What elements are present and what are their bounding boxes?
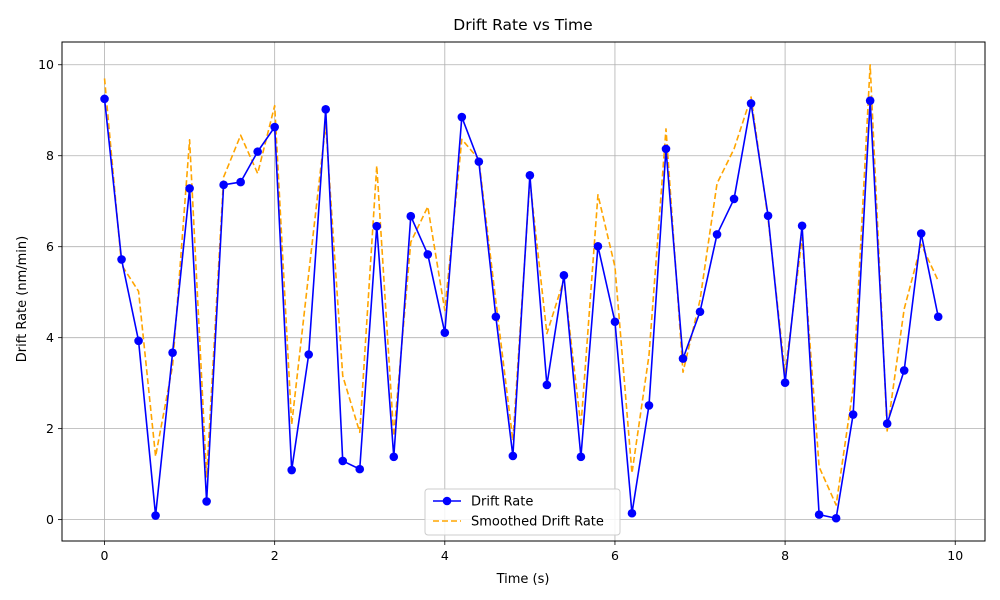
drift-rate-point: [253, 147, 262, 156]
x-tick-label: 4: [441, 548, 449, 563]
drift-rate-point: [729, 194, 739, 204]
drift-rate-point: [661, 144, 671, 154]
legend-label-drift-rate: Drift Rate: [471, 495, 533, 510]
drift-rate-point: [185, 184, 194, 193]
drift-rate-point: [576, 452, 586, 462]
drift-rate-point: [695, 307, 705, 317]
drift-rate-point: [406, 211, 416, 221]
drift-rate-point: [542, 380, 552, 390]
drift-rate-line: [103, 98, 939, 520]
drift-rate-point: [389, 452, 399, 462]
drift-rate-point: [508, 451, 518, 461]
y-tick-label: 6: [46, 239, 54, 254]
legend-box: [424, 488, 621, 536]
drift-rate-point: [593, 241, 603, 251]
drift-rate-point: [933, 312, 943, 322]
drift-rate-point: [372, 221, 382, 231]
drift-rate-point: [100, 94, 109, 104]
series-layer: [100, 63, 943, 523]
drift-rate-point: [899, 366, 909, 375]
drift-rate-point: [423, 250, 433, 259]
drift-rate-point: [270, 122, 279, 132]
x-tick-label: 6: [611, 548, 619, 563]
drift-rate-point: [304, 350, 314, 359]
drift-rate-point: [355, 464, 365, 474]
ticks: 0 2 4 6 8 10 0 2 4 6 8 10: [38, 57, 963, 563]
x-tick-label: 0: [101, 548, 109, 563]
drift-rate-point: [831, 513, 841, 523]
drift-rate-point: [134, 336, 143, 346]
y-tick-label: 10: [38, 57, 54, 72]
drift-rate-point: [763, 211, 773, 221]
y-axis-label: Drift Rate (nm/min): [15, 236, 30, 362]
drift-rate-point: [474, 157, 484, 166]
drift-rate-point: [338, 456, 348, 466]
y-tick-label: 4: [46, 330, 54, 345]
drift-rate-point: [610, 317, 620, 327]
drift-rate-point: [678, 354, 688, 363]
drift-rate-point: [882, 419, 892, 428]
plot-frame: [61, 41, 986, 542]
y-tick-label: 8: [46, 148, 54, 163]
drift-rate-point: [559, 271, 569, 280]
x-tick-label: 10: [947, 548, 963, 563]
drift-rate-point: [168, 348, 177, 357]
y-tick-label: 0: [46, 512, 54, 527]
drift-rate-point: [797, 221, 807, 231]
drift-rate-point: [117, 255, 126, 264]
x-axis-label: Time (s): [496, 572, 550, 587]
drift-rate-point: [644, 401, 654, 410]
x-tick-label: 2: [271, 548, 279, 563]
drift-rate-point: [202, 497, 211, 506]
y-tick-label: 2: [46, 421, 54, 436]
chart-title: Drift Rate vs Time: [453, 16, 592, 34]
drift-rate-point: [814, 510, 824, 519]
drift-rate-point: [236, 177, 245, 187]
drift-rate-point: [848, 410, 858, 419]
drift-rate-point: [627, 508, 637, 518]
x-tick-label: 8: [781, 548, 789, 563]
drift-rate-point: [916, 229, 926, 238]
drift-rate-point: [712, 230, 722, 239]
drift-rate-point: [321, 105, 331, 114]
drift-rate-point: [746, 99, 756, 108]
legend-marker-drift-rate: [442, 496, 452, 506]
drift-rate-point: [525, 170, 535, 180]
legend-label-smoothed: Smoothed Drift Rate: [471, 515, 604, 530]
drift-rate-point: [287, 465, 296, 475]
drift-rate-point: [440, 328, 450, 337]
drift-rate-point: [491, 312, 501, 322]
drift-rate-point: [219, 180, 228, 190]
drift-rate-point: [865, 96, 875, 105]
drift-rate-point: [151, 511, 160, 520]
legend: Drift Rate Smoothed Drift Rate: [424, 488, 621, 536]
drift-rate-point: [780, 378, 790, 388]
drift-rate-point: [457, 112, 467, 122]
